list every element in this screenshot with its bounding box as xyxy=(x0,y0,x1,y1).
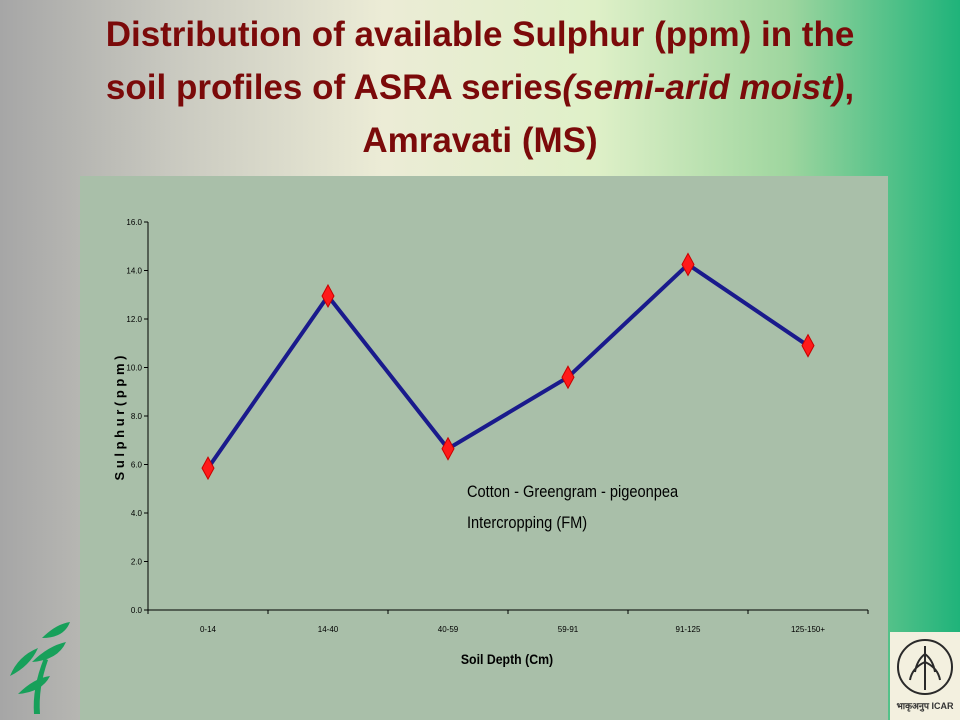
x-tick-labels: 0-14 14-40 40-59 59-91 91-125 125-150+ xyxy=(200,625,825,634)
series-polyline xyxy=(206,262,810,470)
y-tick-label: 4.0 xyxy=(131,509,143,518)
annotation-line-2: Intercropping (FM) xyxy=(467,514,587,532)
series-markers xyxy=(201,252,815,481)
x-tick-label: 0-14 xyxy=(200,625,217,634)
data-point-marker xyxy=(441,436,455,461)
y-tick-label: 16.0 xyxy=(126,218,142,227)
y-tick-label: 8.0 xyxy=(131,412,143,421)
x-tick-label: 125-150+ xyxy=(791,625,825,634)
title-line-2-tail: , xyxy=(844,68,855,107)
series-line xyxy=(206,262,810,470)
y-tick-label: 2.0 xyxy=(131,558,143,567)
annotation-line-1: Cotton - Greengram - pigeonpea xyxy=(467,483,678,501)
icar-logo-text: भाकृअनुप ICAR xyxy=(896,701,954,711)
y-axis-label: S u l p h u r ( p p m ) xyxy=(112,356,127,481)
wheat-emblem-icon xyxy=(897,639,953,695)
y-tick-label: 0.0 xyxy=(131,606,143,615)
slide-title: Distribution of available Sulphur (ppm) … xyxy=(10,8,950,167)
x-tick-label: 91-125 xyxy=(676,625,701,634)
title-line-2-italic: (semi-arid moist) xyxy=(562,68,845,107)
y-tick-label: 6.0 xyxy=(131,461,143,470)
data-point-marker xyxy=(561,365,575,390)
data-point-marker xyxy=(681,252,695,277)
y-tick-label: 12.0 xyxy=(126,315,142,324)
chart-axes xyxy=(144,221,869,614)
x-tick-label: 40-59 xyxy=(438,625,459,634)
data-point-marker xyxy=(801,333,815,358)
title-line-3: Amravati (MS) xyxy=(362,121,598,160)
title-line-1: Distribution of available Sulphur (ppm) … xyxy=(105,15,855,54)
icar-logo: भाकृअनुप ICAR xyxy=(890,632,960,720)
leaf-logo-icon xyxy=(10,622,70,714)
y-tick-label: 10.0 xyxy=(126,364,142,373)
x-axis-label: Soil Depth (Cm) xyxy=(461,651,553,667)
x-tick-label: 14-40 xyxy=(318,625,339,634)
title-line-2: soil profiles of ASRA series(semi-arid m… xyxy=(10,61,950,114)
title-line-2-regular: soil profiles of ASRA series xyxy=(105,68,563,107)
data-point-marker xyxy=(201,456,215,481)
y-tick-labels: 0.0 2.0 4.0 6.0 8.0 10.0 12.0 14.0 16.0 xyxy=(126,218,142,615)
y-tick-label: 14.0 xyxy=(126,267,142,276)
chart-panel xyxy=(80,176,888,720)
data-point-marker xyxy=(321,283,335,309)
x-tick-label: 59-91 xyxy=(558,625,579,634)
